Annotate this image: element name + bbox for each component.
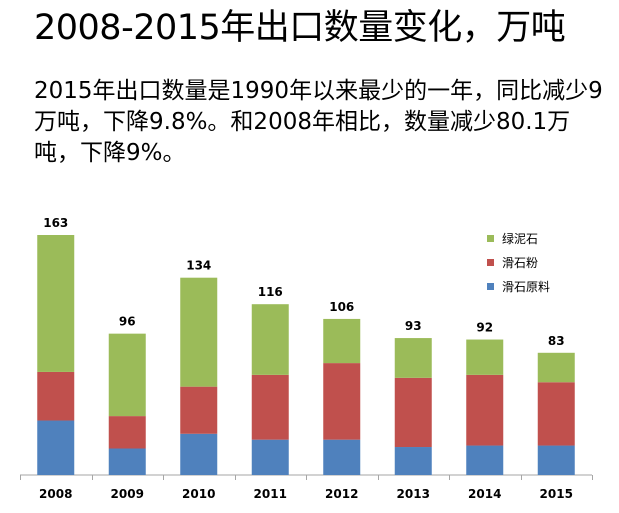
bar-total-label: 163 <box>43 216 68 230</box>
bar-total-label: 92 <box>476 321 493 335</box>
bar-segment-2014 <box>466 445 504 475</box>
bar-segment-2013 <box>394 338 432 378</box>
legend-label: 滑石原料 <box>502 280 550 294</box>
bar-segment-2009 <box>108 448 146 475</box>
x-tick-label: 2014 <box>468 487 501 501</box>
bar-segment-2010 <box>180 277 218 387</box>
bar-segment-2010 <box>180 433 218 475</box>
x-tick-label: 2012 <box>325 487 358 501</box>
bar-segment-2013 <box>394 447 432 475</box>
legend-swatch <box>487 259 494 266</box>
bar-segment-2014 <box>466 374 504 446</box>
bar-segment-2011 <box>251 374 289 440</box>
legend-swatch <box>487 283 494 290</box>
bar-total-label: 134 <box>186 259 211 273</box>
x-tick-label: 2013 <box>397 487 430 501</box>
bar-segment-2008 <box>37 371 75 421</box>
bar-segment-2011 <box>251 304 289 375</box>
bar-segment-2009 <box>108 333 146 417</box>
x-tick-label: 2015 <box>540 487 573 501</box>
bar-segment-2011 <box>251 439 289 475</box>
bar-segment-2012 <box>323 363 361 440</box>
x-tick-label: 2008 <box>39 487 72 501</box>
bar-segment-2013 <box>394 377 432 448</box>
bar-segment-2014 <box>466 339 504 375</box>
legend-label: 绿泥石 <box>502 231 538 246</box>
bar-total-label: 106 <box>329 300 354 314</box>
bar-segment-2012 <box>323 439 361 475</box>
bar-total-label: 93 <box>405 319 422 333</box>
bar-segment-2012 <box>323 318 361 364</box>
x-tick-label: 2010 <box>182 487 215 501</box>
legend-swatch <box>487 235 494 242</box>
x-tick-label: 2011 <box>254 487 287 501</box>
legend-label: 滑石粉 <box>502 256 538 270</box>
bar-total-label: 96 <box>119 315 136 329</box>
bar-segment-2008 <box>37 235 75 372</box>
bar-segment-2008 <box>37 420 75 475</box>
bar-total-label: 83 <box>548 334 565 348</box>
page-subtitle: 2015年出口数量是1990年以来最少的一年，同比减少9万吨，下降9.8%。和2… <box>34 78 603 166</box>
bar-segment-2015 <box>537 445 575 475</box>
x-tick-label: 2009 <box>111 487 144 501</box>
bar-segment-2015 <box>537 352 575 383</box>
page-title: 2008-2015年出口数量变化，万吨 <box>34 8 566 48</box>
bar-segment-2015 <box>537 382 575 446</box>
bar-total-label: 116 <box>258 285 283 299</box>
bar-segment-2010 <box>180 386 218 434</box>
bar-segment-2009 <box>108 416 146 449</box>
